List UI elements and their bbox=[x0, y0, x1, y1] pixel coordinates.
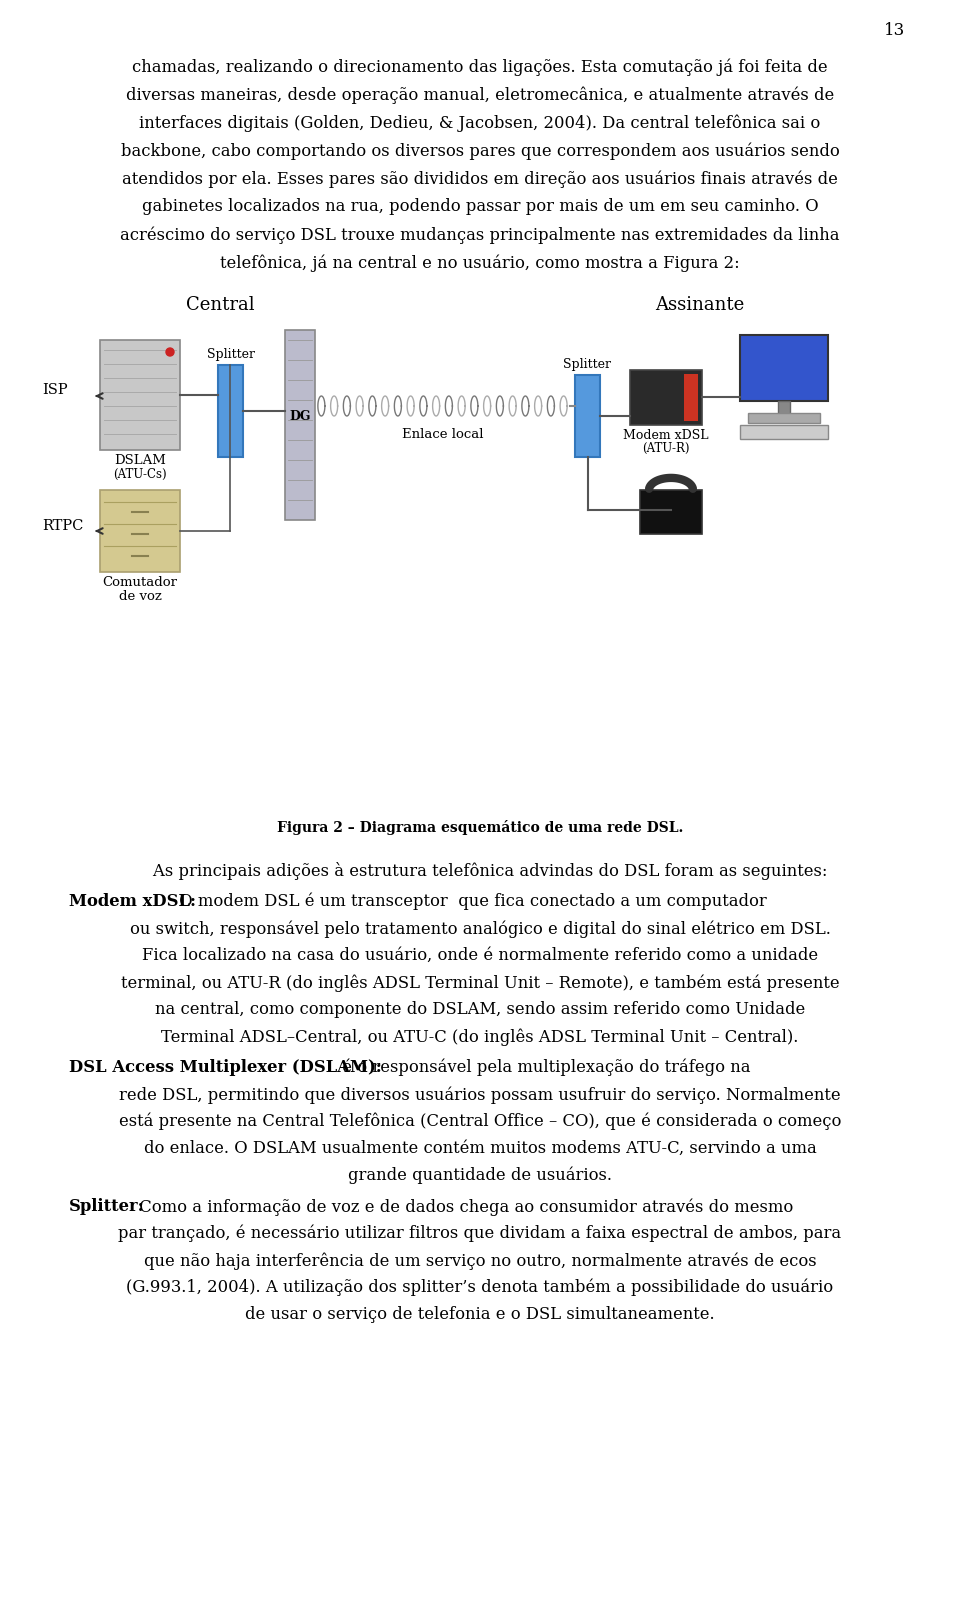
Text: 13: 13 bbox=[884, 23, 905, 39]
Text: backbone, cabo comportando os diversos pares que correspondem aos usuários sendo: backbone, cabo comportando os diversos p… bbox=[121, 143, 839, 159]
Bar bbox=[740, 336, 828, 401]
Bar bbox=[778, 401, 790, 415]
Text: ISP: ISP bbox=[42, 383, 67, 397]
Text: Central: Central bbox=[185, 295, 254, 315]
Text: do enlace. O DSLAM usualmente contém muitos modems ATU-C, servindo a uma: do enlace. O DSLAM usualmente contém mui… bbox=[144, 1140, 816, 1156]
Text: DG: DG bbox=[289, 410, 311, 423]
Text: DSLAM: DSLAM bbox=[114, 454, 166, 467]
Text: Splitter:: Splitter: bbox=[69, 1199, 145, 1215]
Text: que não haja interferência de um serviço no outro, normalmente através de ecos: que não haja interferência de um serviço… bbox=[144, 1252, 816, 1270]
Text: terminal, ou ATU-R (do inglês ADSL Terminal Unit – Remote), e também está presen: terminal, ou ATU-R (do inglês ADSL Termi… bbox=[121, 973, 839, 991]
Text: está presente na Central Telefônica (Central Office – CO), que é considerada o c: está presente na Central Telefônica (Cen… bbox=[119, 1113, 841, 1131]
Bar bbox=[740, 425, 828, 440]
Text: Enlace local: Enlace local bbox=[401, 428, 483, 441]
Text: Como a informação de voz e de dados chega ao consumidor através do mesmo: Como a informação de voz e de dados cheg… bbox=[134, 1199, 793, 1215]
Text: atendidos por ela. Esses pares são divididos em direção aos usuários finais atra: atendidos por ela. Esses pares são divid… bbox=[122, 170, 838, 188]
Text: Modem xDSL:: Modem xDSL: bbox=[69, 894, 196, 910]
Text: acréscimo do serviço DSL trouxe mudanças principalmente nas extremidades da linh: acréscimo do serviço DSL trouxe mudanças… bbox=[120, 225, 840, 243]
Text: (G.993.1, 2004). A utilização dos splitter’s denota também a possibilidade do us: (G.993.1, 2004). A utilização dos splitt… bbox=[127, 1280, 833, 1296]
Bar bbox=[285, 329, 315, 521]
Text: telefônica, já na central e no usuário, como mostra a Figura 2:: telefônica, já na central e no usuário, … bbox=[220, 255, 740, 271]
Text: Figura 2 – Diagrama esquemático de uma rede DSL.: Figura 2 – Diagrama esquemático de uma r… bbox=[276, 821, 684, 835]
Text: Modem xDSL: Modem xDSL bbox=[623, 428, 708, 443]
Text: Assinante: Assinante bbox=[656, 295, 745, 315]
Text: ou switch, responsável pelo tratamento analógico e digital do sinal elétrico em : ou switch, responsável pelo tratamento a… bbox=[130, 920, 830, 938]
Text: Terminal ADSL–Central, ou ATU-C (do inglês ADSL Terminal Unit – Central).: Terminal ADSL–Central, ou ATU-C (do ingl… bbox=[161, 1028, 799, 1046]
Text: RTPC: RTPC bbox=[42, 519, 84, 534]
Text: gabinetes localizados na rua, podendo passar por mais de um em seu caminho. O: gabinetes localizados na rua, podendo pa… bbox=[142, 198, 818, 216]
Text: As principais adições à estrutura telefônica advindas do DSL foram as seguintes:: As principais adições à estrutura telefô… bbox=[132, 861, 828, 881]
Bar bbox=[630, 370, 702, 425]
Text: O modem DSL é um transceptor  que fica conectado a um computador: O modem DSL é um transceptor que fica co… bbox=[174, 894, 767, 910]
Text: Fica localizado na casa do usuário, onde é normalmente referido como a unidade: Fica localizado na casa do usuário, onde… bbox=[142, 947, 818, 963]
Text: grande quantidade de usuários.: grande quantidade de usuários. bbox=[348, 1166, 612, 1184]
Bar bbox=[575, 375, 600, 457]
Bar bbox=[748, 414, 820, 423]
Bar bbox=[100, 490, 180, 573]
Text: interfaces digitais (Golden, Dedieu, & Jacobsen, 2004). Da central telefônica sa: interfaces digitais (Golden, Dedieu, & J… bbox=[139, 114, 821, 131]
Bar bbox=[640, 490, 702, 534]
Text: de voz: de voz bbox=[119, 590, 161, 603]
Bar bbox=[218, 365, 243, 457]
Bar bbox=[684, 375, 698, 422]
Text: diversas maneiras, desde operação manual, eletromecânica, e atualmente através d: diversas maneiras, desde operação manual… bbox=[126, 86, 834, 104]
Text: (ATU-R): (ATU-R) bbox=[642, 443, 689, 456]
Text: é o responsável pela multiplexação do tráfego na: é o responsável pela multiplexação do tr… bbox=[337, 1059, 751, 1077]
Text: Splitter: Splitter bbox=[206, 349, 254, 362]
Text: DSL Access Multiplexer (DSLAM):: DSL Access Multiplexer (DSLAM): bbox=[69, 1059, 382, 1075]
Bar bbox=[100, 341, 180, 449]
Text: rede DSL, permitindo que diversos usuários possam usufruir do serviço. Normalmen: rede DSL, permitindo que diversos usuári… bbox=[119, 1087, 841, 1103]
Text: na central, como componente do DSLAM, sendo assim referido como Unidade: na central, como componente do DSLAM, se… bbox=[155, 1001, 805, 1019]
Circle shape bbox=[166, 349, 174, 355]
Text: (ATU-Cs): (ATU-Cs) bbox=[113, 469, 167, 482]
Text: chamadas, realizando o direcionamento das ligações. Esta comutação já foi feita : chamadas, realizando o direcionamento da… bbox=[132, 58, 828, 76]
Text: Splitter: Splitter bbox=[564, 358, 612, 371]
Text: par trançado, é necessário utilizar filtros que dividam a faixa espectral de amb: par trançado, é necessário utilizar filt… bbox=[118, 1225, 842, 1242]
Text: de usar o serviço de telefonia e o DSL simultaneamente.: de usar o serviço de telefonia e o DSL s… bbox=[245, 1306, 715, 1324]
Text: Comutador: Comutador bbox=[103, 576, 178, 589]
